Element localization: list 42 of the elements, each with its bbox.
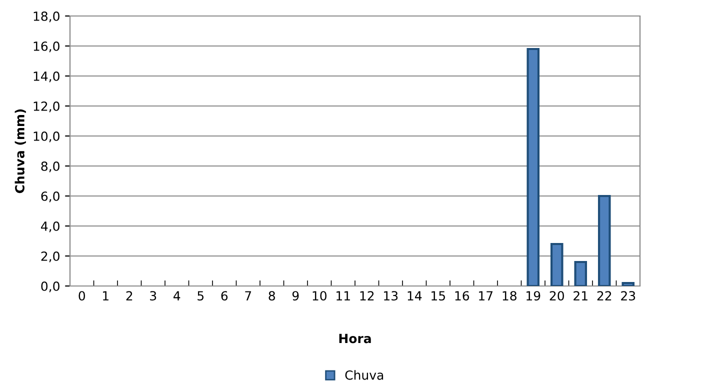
x-tick-label: 9 [292,291,299,301]
y-tick-label: 16,0 [34,41,60,52]
x-tick-label: 15 [432,291,445,301]
y-tick-label: 10,0 [34,131,60,142]
x-tick-label: 16 [455,291,470,301]
legend-label: Chuva [345,370,384,380]
x-tick-label: 17 [479,291,493,300]
y-tick-label: 12,0 [34,101,60,112]
x-tick-label: 12 [360,291,374,300]
x-tick-label: 19 [526,291,540,301]
y-tick-label: 2,0 [41,251,60,262]
x-tick-label: 0 [78,291,86,301]
y-tick-label: 6,0 [41,191,60,202]
x-tick-label: 11 [336,291,350,300]
x-tick-label: 14 [408,291,422,300]
x-tick-label: 1 [103,291,108,300]
x-axis-title: Hora [339,334,371,344]
bar [550,242,564,286]
bar [622,282,635,286]
bar [526,48,540,286]
x-tick-label: 22 [597,291,612,300]
y-axis-title: Chuva (mm) [14,109,26,194]
x-tick-label: 5 [198,291,204,301]
bar [574,260,588,286]
y-tick-label: 18,0 [34,11,60,22]
x-tick-label: 2 [126,291,132,300]
x-tick-label: 4 [174,291,180,300]
x-tick-label: 6 [221,291,228,301]
x-tick-label: 21 [574,291,588,300]
x-tick-label: 10 [312,291,326,301]
x-tick-label: 23 [621,291,636,301]
x-tick-label: 18 [502,291,516,301]
x-tick-label: 3 [150,291,156,301]
y-tick-label: 4,0 [41,221,60,232]
y-tick-label: 0,0 [41,281,60,292]
bar [598,194,611,286]
x-tick-label: 20 [550,291,564,301]
x-tick-label: 13 [384,291,398,301]
y-tick-label: 14,0 [34,71,60,82]
y-tick-label: 8,0 [41,161,60,172]
x-tick-label: 7 [245,291,252,300]
x-tick-label: 8 [268,291,275,301]
